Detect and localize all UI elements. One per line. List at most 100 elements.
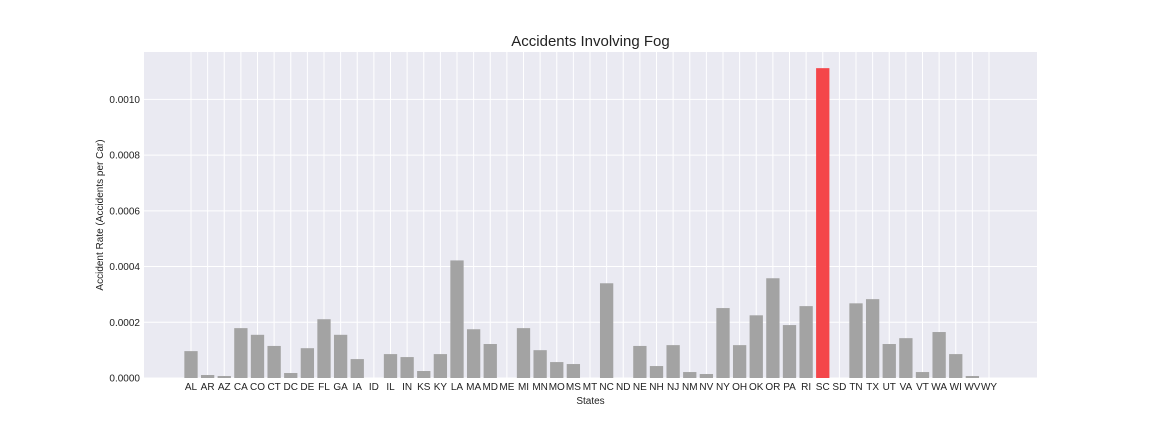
x-tick-label: WY xyxy=(981,382,997,393)
bar-nm xyxy=(683,372,697,378)
x-tick-label: ME xyxy=(499,382,514,393)
y-tick-label: 0.0000 xyxy=(109,374,140,385)
bar-ok xyxy=(749,315,763,378)
x-tick-label: KS xyxy=(417,382,431,393)
x-tick-label: FL xyxy=(318,382,330,393)
x-tick-label: NC xyxy=(599,382,613,393)
x-tick-label: AZ xyxy=(218,382,231,393)
bar-ks xyxy=(417,371,431,378)
x-tick-label: MS xyxy=(566,382,581,393)
bar-fl xyxy=(317,319,331,378)
bar-co xyxy=(250,334,265,378)
y-tick-label: 0.0006 xyxy=(109,206,140,217)
bar-va xyxy=(899,338,913,378)
x-tick-label: AL xyxy=(185,382,198,393)
x-tick-label: MA xyxy=(466,382,481,393)
x-tick-label: NM xyxy=(682,382,698,393)
x-tick-label: IA xyxy=(353,382,363,393)
bar-mn xyxy=(533,350,547,378)
bar-wa xyxy=(932,332,946,378)
x-tick-label: DC xyxy=(284,382,298,393)
bars xyxy=(184,68,980,379)
bar-nv xyxy=(699,374,714,378)
bar-dc xyxy=(284,373,298,378)
bar-pa xyxy=(782,325,797,378)
bar-ca xyxy=(234,328,248,378)
x-tick-label: NH xyxy=(649,382,663,393)
bar-ut xyxy=(882,344,896,378)
y-axis-ticks: 0.0000 0.0002 0.0004 0.0006 0.0008 0.0010 xyxy=(109,95,140,385)
x-tick-label: RI xyxy=(801,382,811,393)
bar-nh xyxy=(649,366,664,378)
bar-ma xyxy=(466,329,481,378)
bar-ct xyxy=(267,345,281,378)
x-tick-label: SD xyxy=(832,382,846,393)
bar-ny xyxy=(716,308,730,378)
x-tick-label: MI xyxy=(518,382,529,393)
x-tick-label: CO xyxy=(250,382,265,393)
bar-ky xyxy=(433,354,448,378)
x-tick-label: CT xyxy=(267,382,280,393)
bar-oh xyxy=(732,345,747,378)
x-tick-label: NE xyxy=(633,382,647,393)
x-tick-label: OK xyxy=(749,382,764,393)
bar-ar xyxy=(200,375,215,378)
x-tick-label: MD xyxy=(482,382,498,393)
bar-ga xyxy=(333,334,348,378)
bar-nj xyxy=(666,345,680,378)
bar-md xyxy=(483,344,497,378)
bar-mo xyxy=(550,362,564,378)
bar-az xyxy=(217,376,231,378)
bar-ms xyxy=(566,364,581,378)
x-axis-ticks: AL AR AZ CA CO CT DC DE FL GA IA ID IL IN KS KY LA MA MD ME… xyxy=(185,382,998,393)
bar-wv xyxy=(965,376,980,378)
x-tick-label: WI xyxy=(950,382,962,393)
bar-ne xyxy=(633,345,647,378)
bar-de xyxy=(300,348,315,378)
bar-ri xyxy=(799,306,813,378)
x-tick-label: VT xyxy=(916,382,929,393)
bar-il xyxy=(383,354,398,378)
chart-title: Accidents Involving Fog xyxy=(511,33,669,50)
bar-mi xyxy=(516,328,531,378)
x-tick-label: VA xyxy=(900,382,913,393)
bar-al xyxy=(184,351,198,378)
y-tick-label: 0.0004 xyxy=(109,262,140,273)
x-tick-label: TX xyxy=(866,382,879,393)
x-tick-label: MO xyxy=(549,382,565,393)
bar-or xyxy=(766,278,780,378)
bar-tn xyxy=(849,303,863,378)
bar-tx xyxy=(865,299,880,378)
x-tick-label: UT xyxy=(883,382,896,393)
bar-sc xyxy=(816,68,830,379)
x-tick-label: NY xyxy=(716,382,730,393)
x-tick-label: WV xyxy=(964,382,980,393)
x-tick-label: ND xyxy=(616,382,630,393)
y-axis-label: Accident Rate (Accidents per Car) xyxy=(95,139,106,290)
x-tick-label: DE xyxy=(300,382,314,393)
x-tick-label: TN xyxy=(849,382,862,393)
bar-vt xyxy=(915,372,930,378)
bar-ia xyxy=(350,359,364,378)
y-tick-label: 0.0008 xyxy=(109,151,140,162)
x-tick-label: PA xyxy=(783,382,796,393)
x-tick-label: NV xyxy=(699,382,713,393)
x-tick-label: CA xyxy=(234,382,248,393)
x-tick-label: OR xyxy=(765,382,780,393)
x-tick-label: NJ xyxy=(667,382,679,393)
y-tick-label: 0.0002 xyxy=(109,318,140,329)
x-tick-label: OH xyxy=(732,382,747,393)
x-tick-label: AR xyxy=(201,382,215,393)
x-tick-label: LA xyxy=(451,382,464,393)
x-tick-label: IL xyxy=(386,382,395,393)
x-tick-label: IN xyxy=(402,382,412,393)
x-tick-label: GA xyxy=(333,382,348,393)
bar-in xyxy=(400,357,414,378)
x-axis-label: States xyxy=(576,396,604,407)
x-tick-label: MN xyxy=(532,382,548,393)
x-tick-label: WA xyxy=(931,382,947,393)
x-tick-label: KY xyxy=(434,382,448,393)
x-tick-label: SC xyxy=(816,382,830,393)
